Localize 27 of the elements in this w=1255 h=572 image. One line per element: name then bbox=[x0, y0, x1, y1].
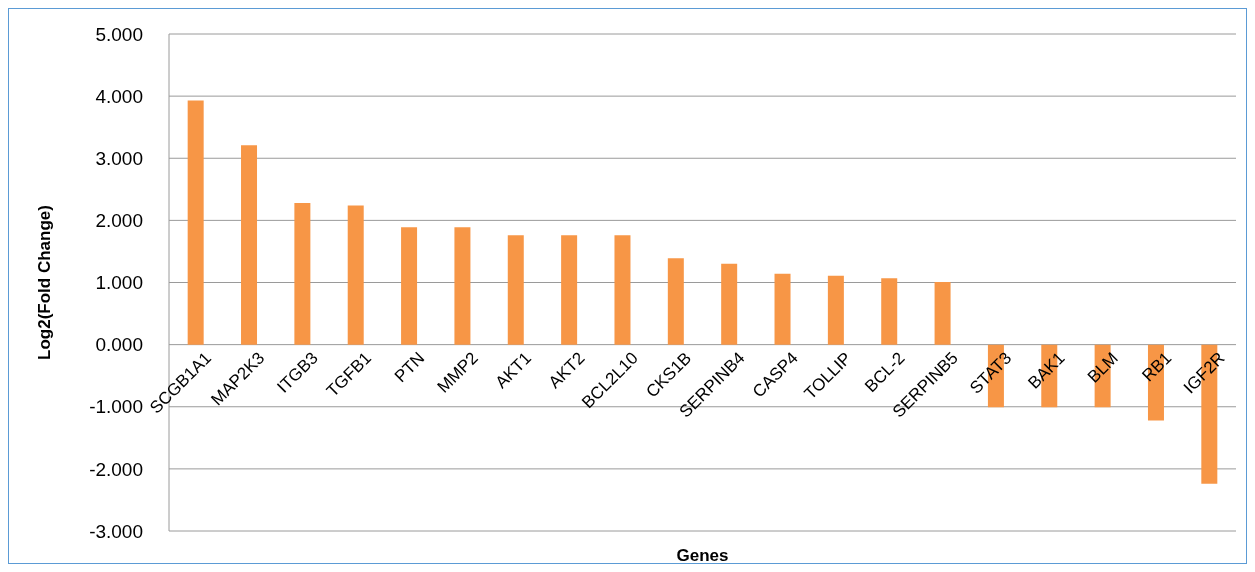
bar bbox=[294, 202, 311, 345]
x-tick-label: RB1 bbox=[1138, 348, 1176, 386]
y-tick-label: -1.000 bbox=[89, 396, 143, 418]
y-tick-label: 3.000 bbox=[95, 147, 143, 169]
bar bbox=[347, 205, 364, 345]
bar bbox=[614, 235, 631, 345]
bar bbox=[187, 100, 204, 345]
y-axis-title: Log2(Fold Change) bbox=[35, 205, 55, 360]
bar bbox=[774, 273, 791, 345]
bar bbox=[721, 263, 738, 345]
y-tick-label: 1.000 bbox=[95, 272, 143, 294]
bar bbox=[881, 278, 898, 345]
bar bbox=[667, 258, 684, 345]
bar bbox=[561, 235, 578, 345]
bar bbox=[507, 235, 524, 345]
x-axis-title: Genes bbox=[676, 546, 729, 565]
y-tick-label: -2.000 bbox=[89, 458, 143, 480]
y-tick-label: 4.000 bbox=[95, 85, 143, 107]
y-tick-label: 2.000 bbox=[95, 210, 143, 232]
y-tick-label: 0.000 bbox=[95, 334, 143, 356]
bar bbox=[454, 227, 471, 345]
bar bbox=[241, 145, 258, 345]
bar bbox=[401, 227, 418, 345]
bar bbox=[934, 281, 951, 345]
y-tick-label: 5.000 bbox=[95, 23, 143, 45]
bar bbox=[827, 275, 844, 345]
y-tick-label: -3.000 bbox=[89, 520, 143, 542]
